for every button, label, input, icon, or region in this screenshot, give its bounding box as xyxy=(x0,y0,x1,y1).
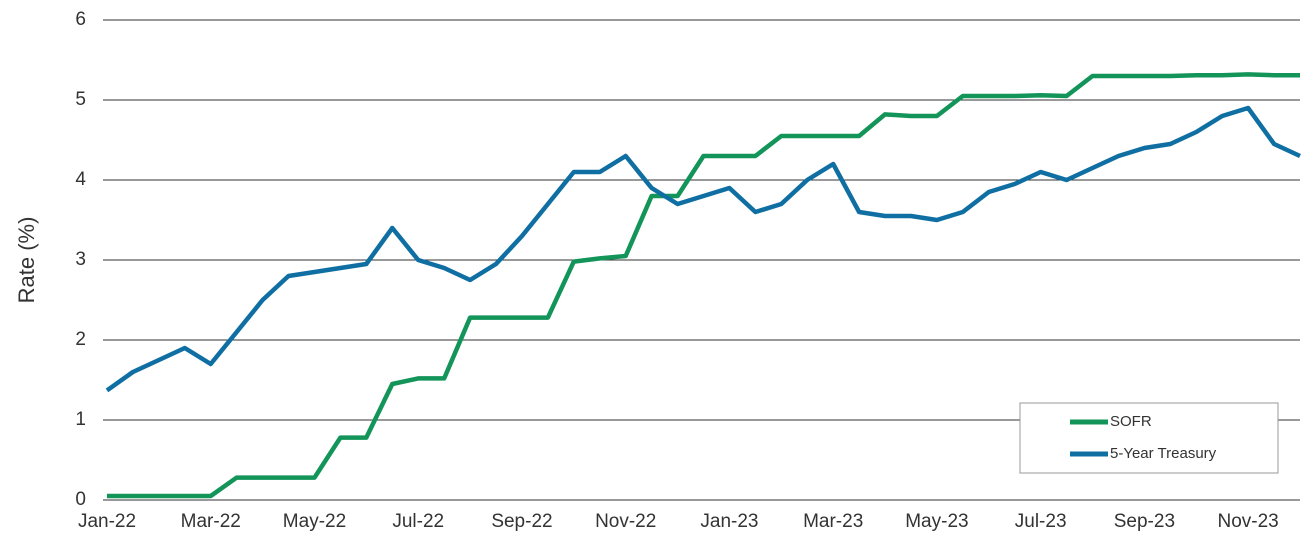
y-tick-label: 2 xyxy=(75,329,86,350)
x-tick-label: Jul-22 xyxy=(392,511,444,532)
legend-label: SOFR xyxy=(1110,413,1152,430)
y-tick-label: 3 xyxy=(75,249,86,270)
line-series xyxy=(105,105,1301,393)
x-tick-label: Nov-22 xyxy=(595,511,656,532)
x-tick-label: Mar-22 xyxy=(181,511,241,532)
x-tick-label: Mar-23 xyxy=(803,511,863,532)
y-tick-label: 4 xyxy=(75,169,86,190)
x-tick-label: Jan-23 xyxy=(700,511,758,532)
y-tick-label: 6 xyxy=(75,9,86,30)
x-tick-label: May-22 xyxy=(283,511,346,532)
y-axis-label: Rate (%) xyxy=(14,217,39,304)
y-tick-label: 0 xyxy=(75,489,86,510)
x-tick-label: Jul-23 xyxy=(1015,511,1067,532)
legend-label: 5-Year Treasury xyxy=(1110,445,1217,462)
legend: SOFR 5-Year Treasury xyxy=(1019,402,1279,474)
legend-box xyxy=(1019,402,1279,474)
x-tick-label: May-23 xyxy=(905,511,968,532)
x-tick-label: Jan-22 xyxy=(78,511,136,532)
x-tick-label: Sep-22 xyxy=(491,511,552,532)
x-tick-label: Nov-23 xyxy=(1218,511,1279,532)
x-tick-label: Sep-23 xyxy=(1114,511,1175,532)
y-tick-label: 5 xyxy=(75,89,86,110)
line-series xyxy=(107,72,1300,499)
y-tick-label: 1 xyxy=(75,409,86,430)
